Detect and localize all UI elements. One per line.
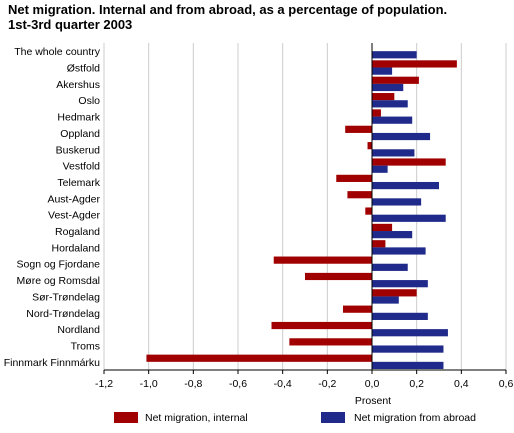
category-label: Vest-Agder [48,210,100,222]
bar-internal [372,93,395,101]
legend-label: Net migration from abroad [354,412,476,424]
bar-internal [372,158,446,166]
bar-internal [372,223,393,232]
bar-internal [345,125,372,133]
bar-internal [372,240,386,248]
bar-internal [305,272,372,281]
bar-abroad [372,165,388,173]
bar-abroad [372,132,431,141]
category-label: Hordaland [52,242,101,254]
axis-layer [103,43,507,374]
x-tick-label: -0,8 [184,378,202,390]
bar-abroad [372,51,417,59]
bar-abroad [372,329,448,337]
category-label: Rogaland [55,226,100,238]
bar-abroad [372,116,413,124]
legend: Net migration, internal Net migration fro… [114,412,476,424]
bar-abroad [372,263,408,271]
category-label: Aust-Agder [47,193,100,205]
bar-internal [372,289,417,297]
label-layer: -1,2 -1,0 -0,8 -0,6 -0,4 -0,2 0,0 0,2 0,4 0,6 The … [4,46,514,390]
category-label: Sør-Trøndelag [32,291,100,303]
bar-abroad [372,280,428,288]
bar-internal [336,174,372,182]
bar-internal [289,338,372,346]
bar-internal [367,142,372,150]
bar-abroad [372,345,444,353]
legend-swatch [114,412,138,423]
category-label: Sogn og Fjordane [17,259,101,271]
x-tick-label: -0,6 [229,378,247,390]
bar-abroad [372,83,404,92]
bar-abroad [372,296,399,304]
bar-internal [372,76,419,84]
bar-abroad [372,247,426,255]
chart-title-line-1: Net migration. Internal and from abroad,… [8,2,448,17]
category-label: Troms [71,340,100,352]
bar-layer [146,51,457,370]
category-label: Oppland [60,128,100,140]
bar-internal [365,207,372,215]
bar-internal [273,256,372,264]
chart-title: Net migration. Internal and from abroad,… [8,2,508,32]
bar-abroad [372,181,439,190]
category-label: Nord-Trøndelag [26,308,100,320]
x-tick-label: 0,4 [454,378,469,390]
x-tick-label: 0,6 [499,378,514,390]
category-label: Buskerud [56,144,101,156]
bar-abroad [372,198,422,206]
bar-abroad [372,100,408,108]
x-tick-label: 0,0 [365,378,380,390]
category-label: Nordland [57,324,100,336]
category-label: Finnmark Finnmárku [4,357,100,369]
category-label: Telemark [57,177,100,189]
x-tick-label: -1,0 [140,378,158,390]
category-label: Akershus [56,79,100,91]
x-tick-label: -1,2 [95,378,113,390]
bar-internal [146,354,372,362]
bar-abroad [372,149,415,157]
category-label: Østfold [67,63,100,75]
x-tick-label: 0,2 [409,378,424,390]
category-label: The whole country [14,46,101,58]
bar-internal [372,109,381,117]
bar-abroad [372,214,446,222]
bar-abroad [372,231,413,239]
chart-title-line-2: 1st-3rd quarter 2003 [8,17,133,32]
category-label: Vestfold [63,161,101,173]
legend-label: Net migration, internal [145,412,248,424]
bar-internal [342,305,372,313]
category-label: Hedmark [57,112,100,124]
category-label: Møre og Romsdal [17,275,100,287]
bar-internal [271,321,372,330]
x-tick-label: -0,4 [274,378,292,390]
bar-abroad [372,361,444,370]
category-label: Oslo [78,95,100,107]
bar-abroad [372,312,428,320]
bar-internal [347,191,372,199]
x-tick-label: -0,2 [318,378,336,390]
legend-swatch [321,412,345,423]
x-axis-label: Prosent [355,395,391,407]
bar-abroad [372,67,393,75]
bar-internal [372,60,457,68]
grid-layer [103,43,507,370]
